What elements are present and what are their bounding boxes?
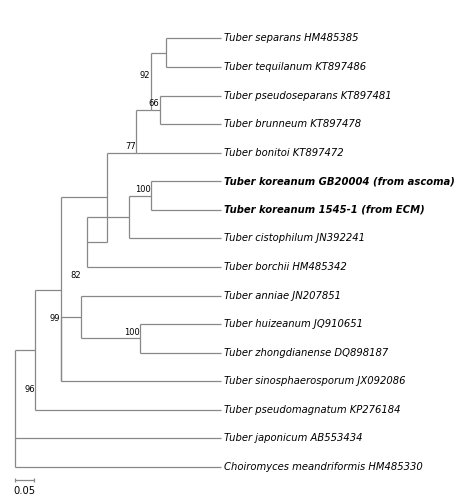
Text: 96: 96 xyxy=(24,385,35,394)
Text: 0.05: 0.05 xyxy=(13,486,35,496)
Text: Tuber zhongdianense DQ898187: Tuber zhongdianense DQ898187 xyxy=(224,348,388,358)
Text: 92: 92 xyxy=(140,71,151,80)
Text: Tuber koreanum 1545-1 (from ECM): Tuber koreanum 1545-1 (from ECM) xyxy=(224,205,425,215)
Text: 77: 77 xyxy=(125,142,136,152)
Text: 82: 82 xyxy=(70,271,81,280)
Text: Tuber brunneum KT897478: Tuber brunneum KT897478 xyxy=(224,119,361,129)
Text: 100: 100 xyxy=(135,185,151,194)
Text: Tuber tequilanum KT897486: Tuber tequilanum KT897486 xyxy=(224,62,366,72)
Text: 99: 99 xyxy=(50,314,61,322)
Text: Tuber separans HM485385: Tuber separans HM485385 xyxy=(224,34,359,43)
Text: Tuber koreanum GB20004 (from ascoma): Tuber koreanum GB20004 (from ascoma) xyxy=(224,176,455,186)
Text: Choiromyces meandriformis HM485330: Choiromyces meandriformis HM485330 xyxy=(224,462,423,472)
Text: Tuber cistophilum JN392241: Tuber cistophilum JN392241 xyxy=(224,234,365,243)
Text: Tuber pseudomagnatum KP276184: Tuber pseudomagnatum KP276184 xyxy=(224,405,400,415)
Text: Tuber sinosphaerosporum JX092086: Tuber sinosphaerosporum JX092086 xyxy=(224,376,405,386)
Text: 66: 66 xyxy=(149,100,160,108)
Text: 100: 100 xyxy=(124,328,139,337)
Text: Tuber japonicum AB553434: Tuber japonicum AB553434 xyxy=(224,434,362,444)
Text: Tuber pseudoseparans KT897481: Tuber pseudoseparans KT897481 xyxy=(224,90,391,101)
Text: Tuber anniae JN207851: Tuber anniae JN207851 xyxy=(224,290,341,300)
Text: Tuber borchii HM485342: Tuber borchii HM485342 xyxy=(224,262,347,272)
Text: Tuber huizeanum JQ910651: Tuber huizeanum JQ910651 xyxy=(224,319,363,329)
Text: Tuber bonitoi KT897472: Tuber bonitoi KT897472 xyxy=(224,148,344,158)
